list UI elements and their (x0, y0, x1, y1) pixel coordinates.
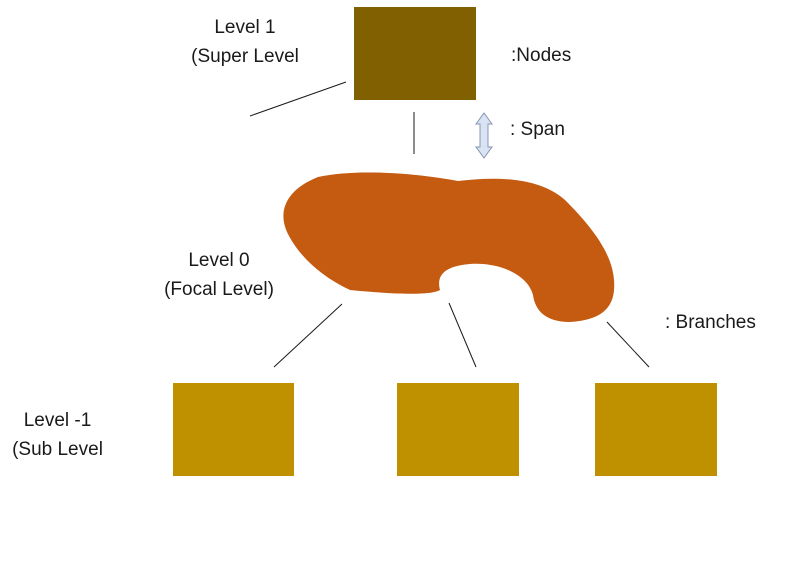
span-double-arrow (475, 112, 493, 159)
branch-super-label-line (249, 81, 347, 117)
branch-focal-to-sub-middle (448, 302, 477, 368)
legend-span-label: : Span (510, 119, 565, 140)
super-level-subtitle: (Super Level (191, 46, 299, 67)
super-level-title: Level 1 (214, 17, 276, 38)
sub-level-label: Level -1 (Sub Level (0, 406, 115, 464)
focal-level-title: Level 0 (188, 250, 250, 271)
sub-level-subtitle: (Sub Level (12, 439, 103, 460)
sub-level-node-right (595, 383, 717, 476)
legend-branches-label: : Branches (665, 312, 756, 333)
focal-level-label: Level 0 (Focal Level) (148, 246, 290, 304)
branch-focal-to-sub-left (273, 303, 343, 368)
super-level-label: Level 1 (Super Level (174, 13, 316, 71)
super-level-node (354, 7, 476, 100)
sub-level-node-left (173, 383, 294, 476)
focal-level-subtitle: (Focal Level) (164, 279, 274, 300)
sub-level-node-middle (397, 383, 519, 476)
branch-focal-to-sub-right (606, 321, 650, 368)
sub-level-title: Level -1 (23, 410, 92, 431)
legend-nodes-label: :Nodes (511, 45, 572, 66)
focal-level-blob (283, 172, 615, 322)
